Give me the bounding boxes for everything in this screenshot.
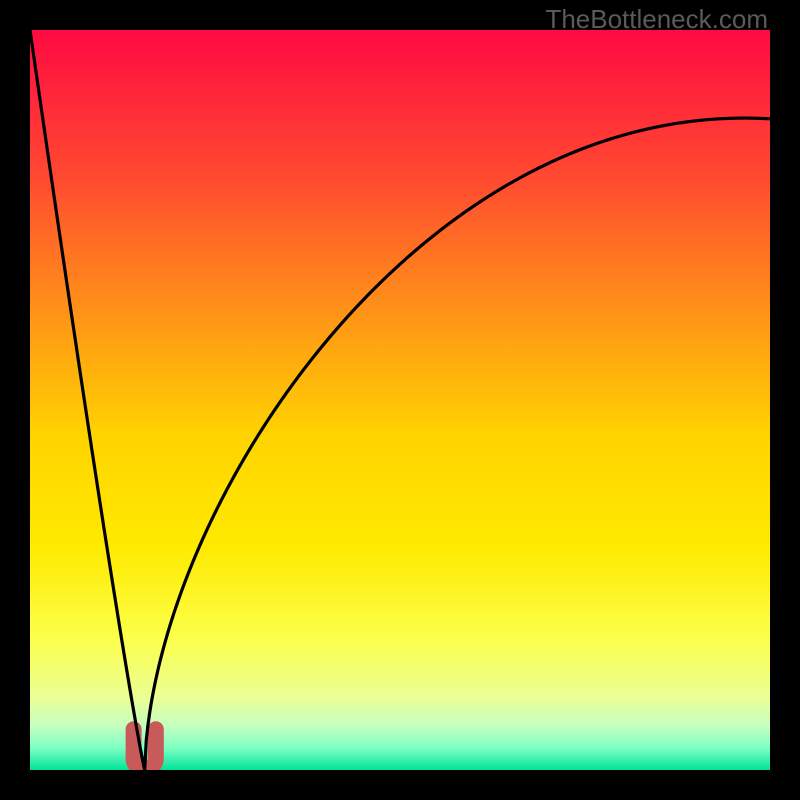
watermark-text: TheBottleneck.com bbox=[545, 4, 768, 35]
plot-area bbox=[30, 30, 770, 770]
chart-svg bbox=[30, 30, 770, 770]
chart-frame: { "canvas": { "width": 800, "height": 80… bbox=[0, 0, 800, 800]
bottleneck-curve bbox=[30, 30, 770, 770]
